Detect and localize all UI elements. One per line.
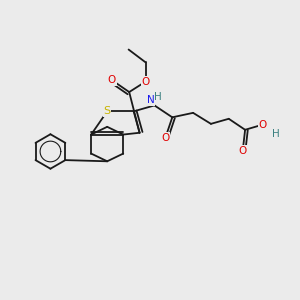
Text: O: O (238, 146, 247, 156)
Text: H: H (272, 129, 280, 139)
Text: N: N (147, 95, 154, 105)
Text: O: O (141, 76, 150, 87)
Text: H: H (154, 92, 162, 101)
Text: S: S (103, 106, 111, 116)
Text: O: O (258, 120, 266, 130)
Text: O: O (161, 133, 169, 142)
Text: O: O (108, 75, 116, 85)
